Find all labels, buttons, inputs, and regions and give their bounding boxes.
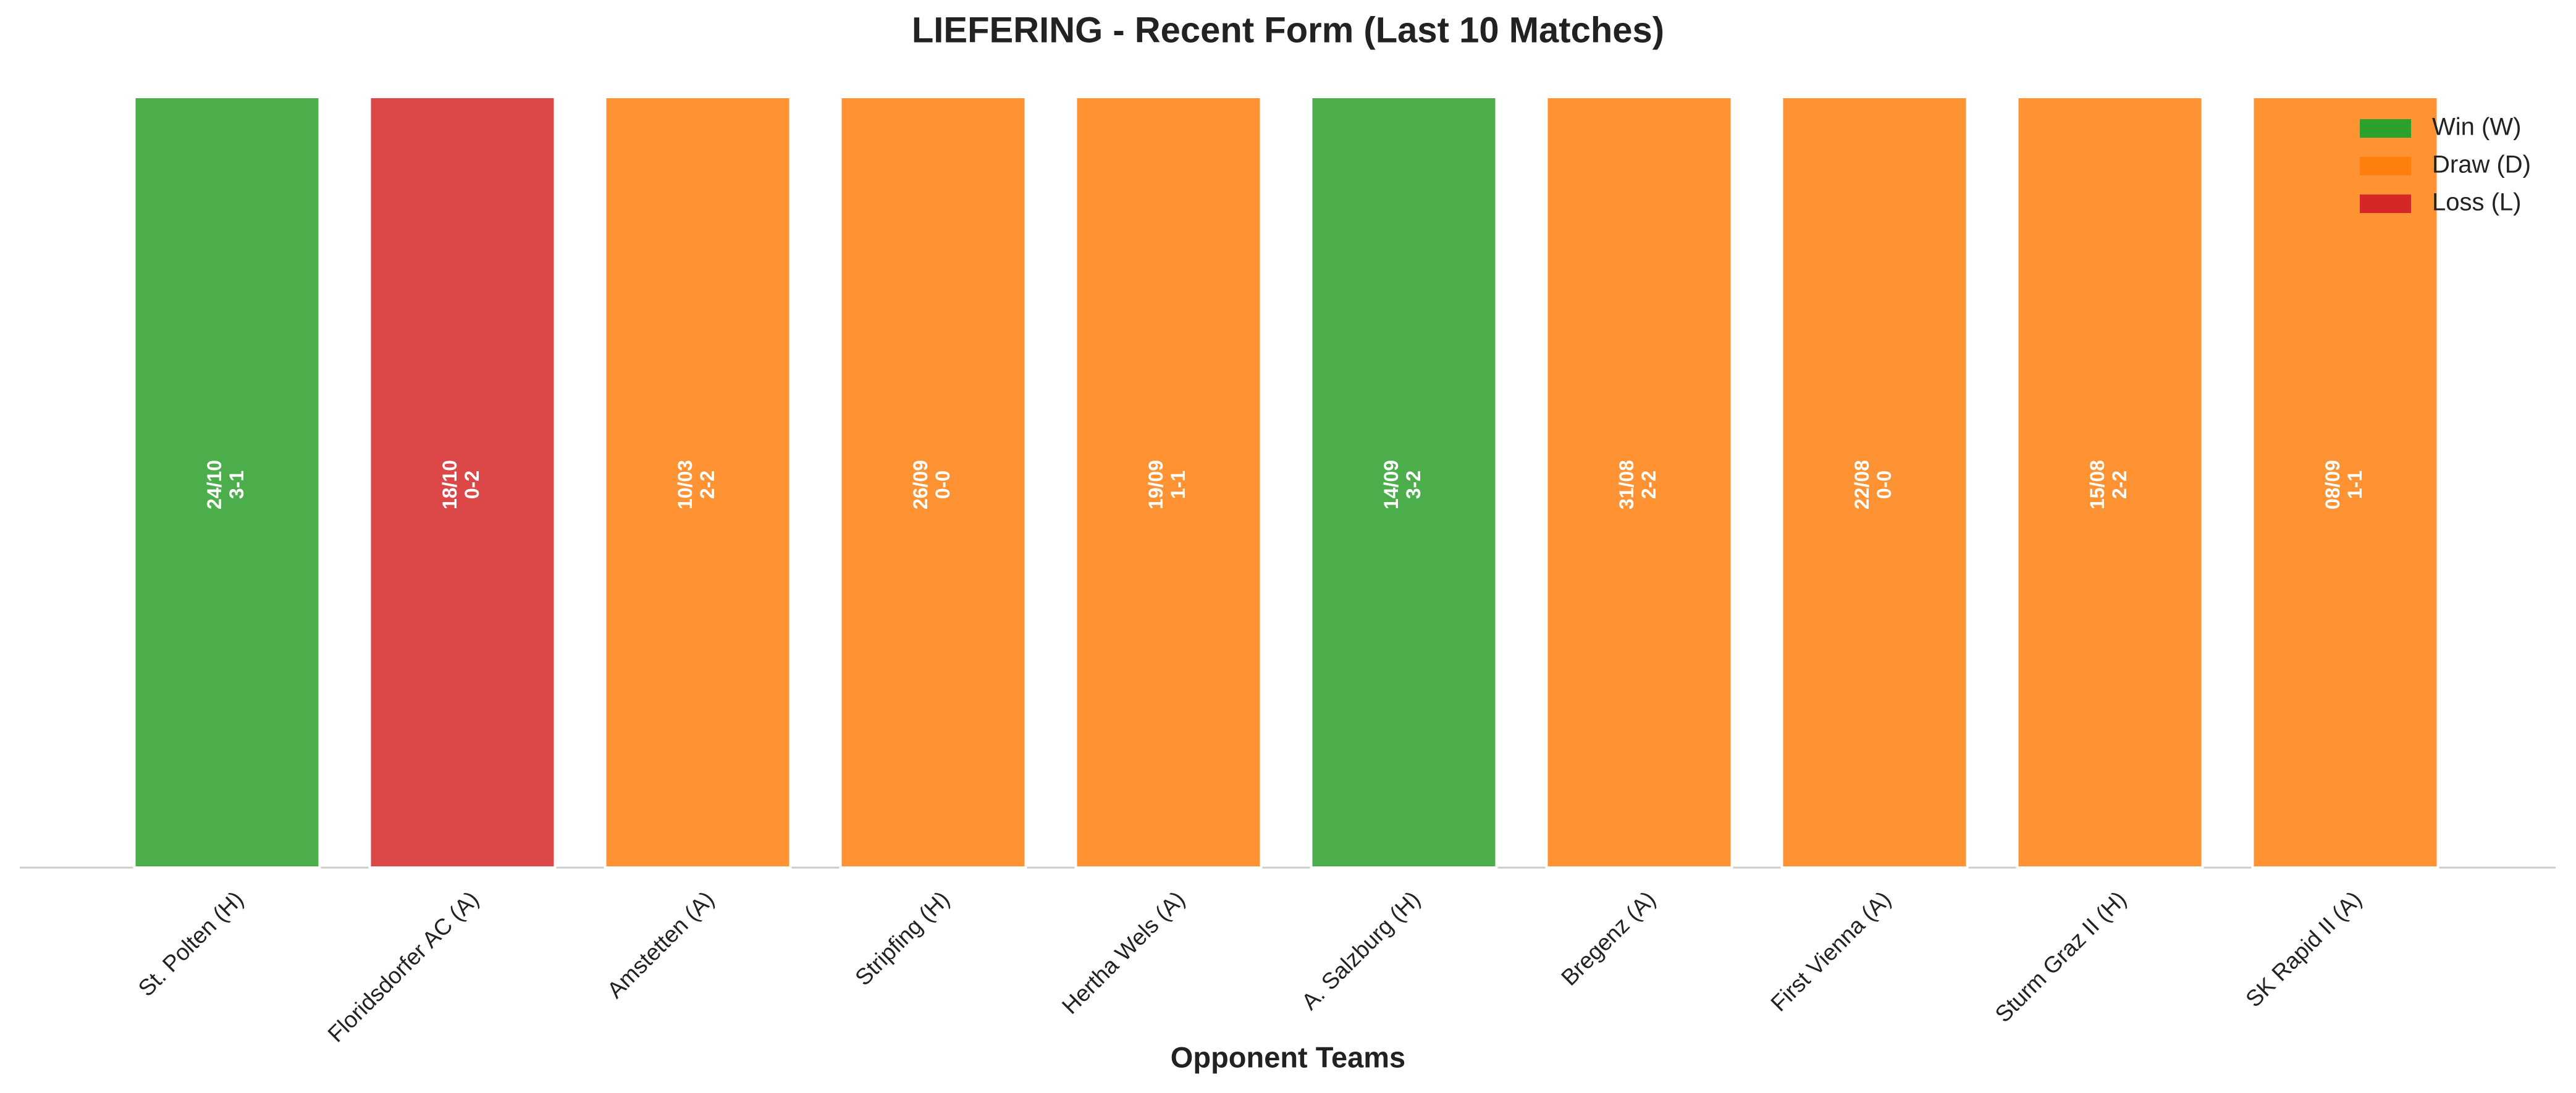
bar bbox=[133, 96, 321, 869]
match-score: 0-0 bbox=[1873, 471, 1895, 499]
match-score: 3-2 bbox=[1402, 471, 1425, 499]
match-score: 3-1 bbox=[225, 471, 248, 499]
x-tick-label: Amstetten (A) bbox=[602, 886, 719, 1003]
bar bbox=[1310, 96, 1498, 869]
chart-title: LIEFERING - Recent Form (Last 10 Matches… bbox=[912, 10, 1664, 50]
bar-label: 26/09 0-0 bbox=[909, 460, 954, 509]
match-score: 0-0 bbox=[932, 471, 954, 499]
match-date: 31/08 bbox=[1615, 460, 1638, 509]
bar bbox=[604, 96, 792, 869]
match-date: 19/09 bbox=[1145, 460, 1167, 509]
match-score: 2-2 bbox=[1638, 471, 1660, 499]
bar bbox=[839, 96, 1027, 869]
x-tick-label: A. Salzburg (H) bbox=[1297, 886, 1425, 1015]
bar-label: 24/10 3-1 bbox=[203, 460, 248, 509]
bar bbox=[2251, 96, 2439, 869]
x-tick-label: St. Polten (H) bbox=[133, 886, 248, 1001]
legend-label: Loss (L) bbox=[2432, 189, 2522, 216]
match-score: 2-2 bbox=[2108, 471, 2131, 499]
match-score: 0-2 bbox=[461, 471, 483, 499]
x-tick-label: Sturm Graz II (H) bbox=[1990, 886, 2131, 1027]
bar bbox=[1545, 96, 1733, 869]
match-date: 14/09 bbox=[1380, 460, 1402, 509]
bar-label: 31/08 2-2 bbox=[1615, 460, 1660, 509]
match-date: 08/09 bbox=[2321, 460, 2344, 509]
bar-label: 15/08 2-2 bbox=[2086, 460, 2131, 509]
x-axis-label: Opponent Teams bbox=[1171, 1041, 1405, 1073]
x-tick-label: First Vienna (A) bbox=[1766, 886, 1896, 1016]
match-date: 10/03 bbox=[674, 460, 696, 509]
bar-label: 10/03 2-2 bbox=[674, 460, 718, 509]
bar bbox=[1074, 96, 1263, 869]
x-tick-label: Floridsdorfer AC (A) bbox=[323, 886, 484, 1047]
match-score: 1-1 bbox=[1167, 471, 1189, 499]
match-date: 18/10 bbox=[439, 460, 461, 509]
match-score: 2-2 bbox=[696, 471, 718, 499]
x-tick-label: Stripfing (H) bbox=[850, 886, 954, 990]
x-tick-label: SK Rapid II (A) bbox=[2241, 886, 2366, 1011]
bar bbox=[368, 96, 557, 869]
legend-swatch bbox=[2360, 119, 2411, 138]
legend-label: Win (W) bbox=[2432, 114, 2521, 141]
bar-label: 18/10 0-2 bbox=[439, 460, 483, 509]
bar bbox=[2016, 96, 2204, 869]
match-date: 24/10 bbox=[203, 460, 225, 509]
legend-swatch bbox=[2360, 157, 2411, 175]
x-tick-label: Bregenz (A) bbox=[1556, 886, 1661, 990]
bar bbox=[1780, 96, 1969, 869]
x-tick-label: Hertha Wels (A) bbox=[1057, 886, 1190, 1019]
bar-label: 14/09 3-2 bbox=[1380, 460, 1425, 509]
bar-label: 22/08 0-0 bbox=[1851, 460, 1895, 509]
legend-label: Draw (D) bbox=[2432, 151, 2531, 178]
bar-label: 08/09 1-1 bbox=[2321, 460, 2366, 509]
match-date: 26/09 bbox=[909, 460, 932, 509]
match-date: 15/08 bbox=[2086, 460, 2108, 509]
legend-swatch bbox=[2360, 195, 2411, 213]
match-date: 22/08 bbox=[1851, 460, 1873, 509]
bar-label: 19/09 1-1 bbox=[1145, 460, 1189, 509]
match-score: 1-1 bbox=[2344, 471, 2366, 499]
